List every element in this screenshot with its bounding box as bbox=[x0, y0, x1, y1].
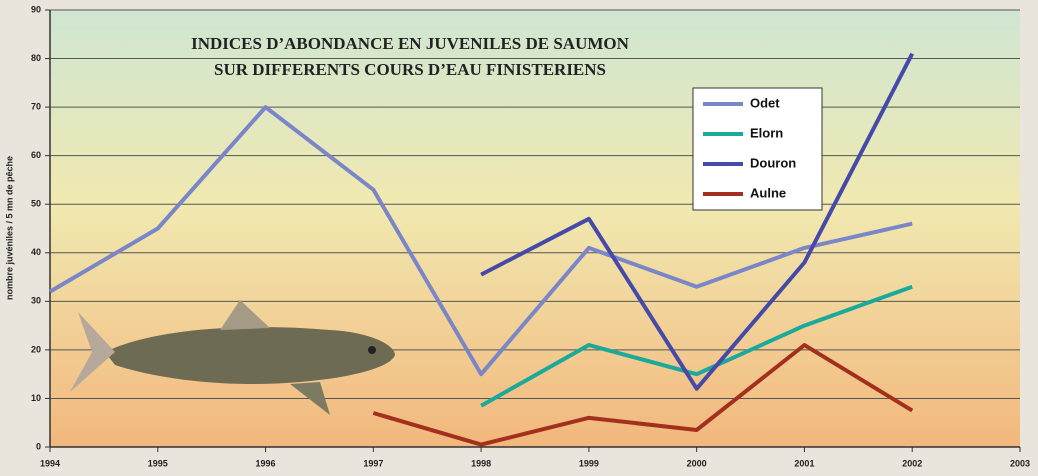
y-tick-label: 40 bbox=[31, 247, 41, 257]
legend-label: Odet bbox=[750, 95, 780, 110]
legend-label: Aulne bbox=[750, 185, 786, 200]
y-tick-label: 20 bbox=[31, 344, 41, 354]
y-tick-label: 90 bbox=[31, 4, 41, 14]
y-tick-label: 30 bbox=[31, 296, 41, 306]
x-tick-label: 1995 bbox=[148, 458, 168, 468]
x-tick-label: 1999 bbox=[579, 458, 599, 468]
x-tick-label: 2003 bbox=[1010, 458, 1030, 468]
chart-subtitle: SUR DIFFERENTS COURS D’EAU FINISTERIENS bbox=[214, 60, 606, 79]
legend-label: Elorn bbox=[750, 125, 783, 140]
legend-label: Douron bbox=[750, 155, 796, 170]
y-tick-label: 50 bbox=[31, 199, 41, 209]
x-tick-label: 2001 bbox=[794, 458, 814, 468]
y-tick-label: 80 bbox=[31, 53, 41, 63]
x-tick-label: 1996 bbox=[256, 458, 276, 468]
y-axis-label: nombre juvéniles / 5 mn de pêche bbox=[4, 156, 14, 300]
y-tick-label: 70 bbox=[31, 101, 41, 111]
chart-title: INDICES D’ABONDANCE EN JUVENILES DE SAUM… bbox=[191, 34, 630, 53]
x-tick-label: 1994 bbox=[40, 458, 60, 468]
x-tick-label: 2002 bbox=[902, 458, 922, 468]
chart: INDICES D’ABONDANCE EN JUVENILES DE SAUM… bbox=[0, 0, 1038, 476]
y-tick-label: 60 bbox=[31, 150, 41, 160]
y-tick-label: 0 bbox=[36, 441, 41, 451]
x-tick-label: 1998 bbox=[471, 458, 491, 468]
x-tick-label: 2000 bbox=[687, 458, 707, 468]
x-tick-label: 1997 bbox=[363, 458, 383, 468]
y-tick-label: 10 bbox=[31, 393, 41, 403]
